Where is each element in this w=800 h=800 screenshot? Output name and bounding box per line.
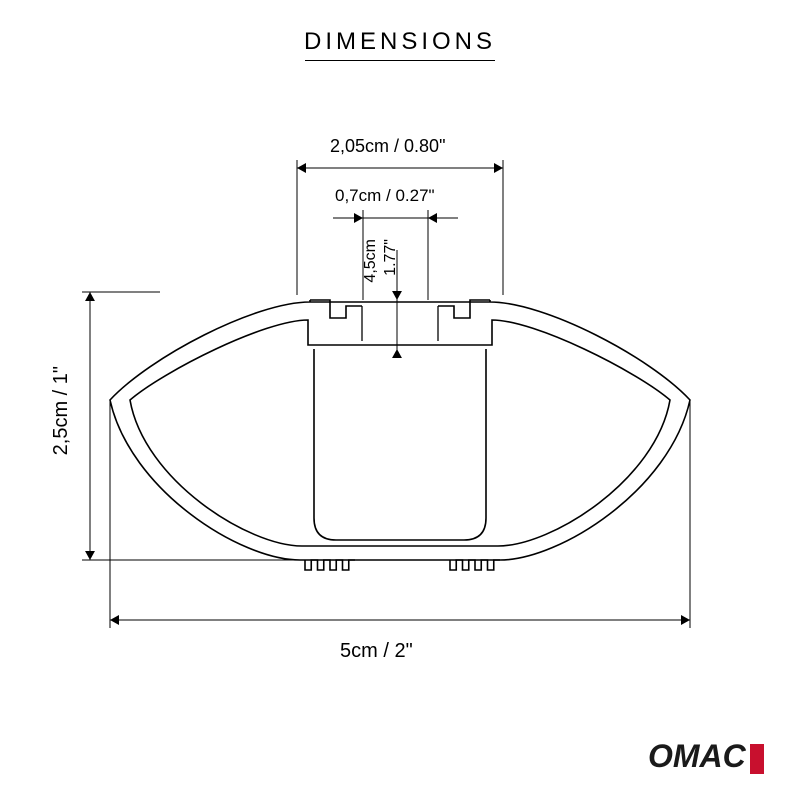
dim-top-outer-label: 2,05cm / 0.80" (330, 136, 445, 157)
dim-depth-label-2: 1.77" (382, 239, 400, 276)
dim-height-left-label: 2,5cm / 1" (50, 366, 73, 455)
brand-logo-text: OMAC (648, 738, 746, 774)
dim-width-bottom-label: 5cm / 2" (340, 640, 413, 663)
brand-logo-accent (750, 744, 764, 774)
dim-top-inner-label: 0,7cm / 0.27" (335, 186, 435, 206)
diagram-svg (0, 0, 800, 800)
dimension-diagram: { "title": { "text": "DIMENSIONS", "font… (0, 0, 800, 800)
dim-depth-label-1: 4,5cm (362, 239, 380, 283)
brand-logo: OMAC (648, 738, 764, 775)
